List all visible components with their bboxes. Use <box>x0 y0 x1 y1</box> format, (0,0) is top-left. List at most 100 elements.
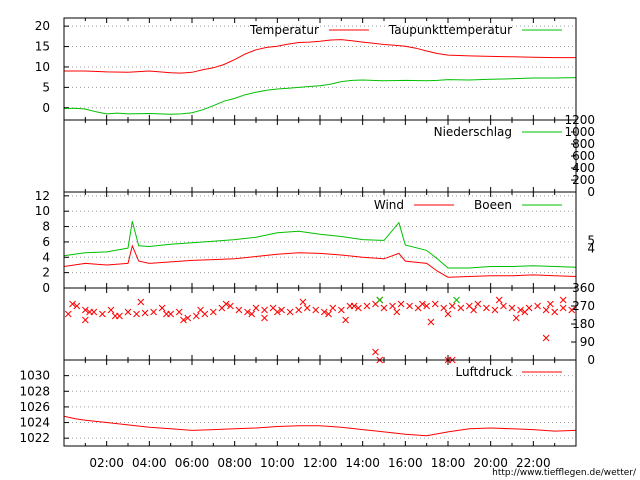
direction-point <box>303 304 311 312</box>
taupunkttemperatur-line <box>63 77 577 115</box>
direction-point <box>431 300 439 308</box>
direction-point <box>175 308 183 316</box>
direction-point <box>457 304 465 312</box>
legend-label: Luftdruck <box>455 365 512 379</box>
direction-point <box>192 312 200 320</box>
direction-point <box>542 306 550 314</box>
direction-point <box>342 316 349 324</box>
direction-point <box>453 296 460 304</box>
direction-point <box>495 296 503 304</box>
direction-point <box>222 300 230 308</box>
y-tick-label: 1022 <box>19 431 50 445</box>
direction-point <box>568 306 576 314</box>
legend-label: Temperatur <box>249 23 319 37</box>
direction-point <box>393 308 401 316</box>
direction-point <box>337 306 345 314</box>
panel-frame <box>63 287 577 361</box>
direction-point <box>99 310 106 318</box>
y-tick-label: 270 <box>572 299 595 313</box>
direction-point <box>278 306 285 314</box>
direction-point <box>380 304 388 312</box>
direction-point <box>86 308 93 316</box>
direction-point <box>163 310 170 318</box>
direction-point <box>209 308 217 316</box>
direction-point <box>500 302 507 310</box>
time-tick-label: 14:00 <box>345 456 380 470</box>
y-tick-label: 1000 <box>564 125 595 139</box>
direction-point <box>474 300 482 308</box>
luftdruck-line <box>63 415 577 437</box>
legend-label: Boeen <box>474 198 512 212</box>
direction-point <box>81 316 89 324</box>
direction-point <box>273 308 281 316</box>
boeen-line <box>63 221 577 269</box>
direction-point <box>483 304 490 312</box>
y-tick-label: 1024 <box>19 416 50 430</box>
y-tick-label: 0 <box>587 185 595 199</box>
y-tick-label: 1200 <box>564 113 595 127</box>
direction-point <box>180 316 187 324</box>
direction-point <box>81 306 89 314</box>
direction-point <box>440 304 448 312</box>
direction-point <box>423 302 431 310</box>
direction-point <box>158 304 166 312</box>
direction-point <box>227 302 234 310</box>
direction-point <box>64 310 72 318</box>
time-tick-label: 16:00 <box>388 456 423 470</box>
direction-point <box>521 308 529 316</box>
temperatur-line <box>64 39 576 74</box>
legend-label: Wind <box>374 198 404 212</box>
direction-point <box>406 302 413 310</box>
time-tick-label: 22:00 <box>516 456 551 470</box>
direction-point <box>69 300 76 308</box>
direction-point <box>551 308 559 316</box>
y-tick-label: 1028 <box>19 384 50 398</box>
direction-point <box>320 308 328 316</box>
direction-point <box>559 296 567 304</box>
time-tick-label: 04:00 <box>132 456 167 470</box>
y-tick-label: 360 <box>572 281 595 295</box>
y-tick-label: 200 <box>572 173 595 187</box>
direction-point <box>355 304 362 312</box>
time-tick-label: 10:00 <box>260 456 295 470</box>
y-tick-label: 4 <box>42 250 50 264</box>
direction-point <box>325 310 332 318</box>
y-tick-label: 0 <box>42 281 50 295</box>
y-tick-label: 20 <box>35 19 50 33</box>
direction-point <box>244 308 251 316</box>
direction-point <box>534 302 541 310</box>
direction-point <box>427 318 435 326</box>
right-tick-label: 4 <box>587 241 595 255</box>
y-tick-label: 2 <box>42 266 50 280</box>
direction-point <box>107 306 115 314</box>
y-tick-label: 600 <box>572 149 595 163</box>
direction-point <box>73 302 81 310</box>
direction-point <box>547 300 554 308</box>
y-tick-label: 800 <box>572 137 595 151</box>
time-tick-label: 06:00 <box>175 456 210 470</box>
direction-point <box>312 306 320 314</box>
y-tick-label: 10 <box>35 60 50 74</box>
y-tick-label: 90 <box>580 335 595 349</box>
direction-point <box>261 306 268 314</box>
direction-point <box>470 306 477 314</box>
y-tick-label: 400 <box>572 161 595 175</box>
y-tick-label: 0 <box>587 353 595 367</box>
direction-point <box>512 314 520 322</box>
direction-point <box>295 306 303 314</box>
direction-point <box>286 308 294 316</box>
wind-line <box>63 244 577 278</box>
wind-direction-panel: 0 90 180 270 360 <box>63 281 595 367</box>
time-tick-label: 12:00 <box>303 456 338 470</box>
direction-point <box>184 314 192 322</box>
direction-point <box>448 302 456 310</box>
y-tick-label: 10 <box>35 204 50 218</box>
direction-point <box>150 308 157 316</box>
direction-point <box>444 310 452 318</box>
legend-label: Niederschlag <box>434 125 512 139</box>
direction-point <box>252 304 260 312</box>
footer-url[interactable]: http://www.tiefflegen.de/wetter/ <box>492 468 637 478</box>
